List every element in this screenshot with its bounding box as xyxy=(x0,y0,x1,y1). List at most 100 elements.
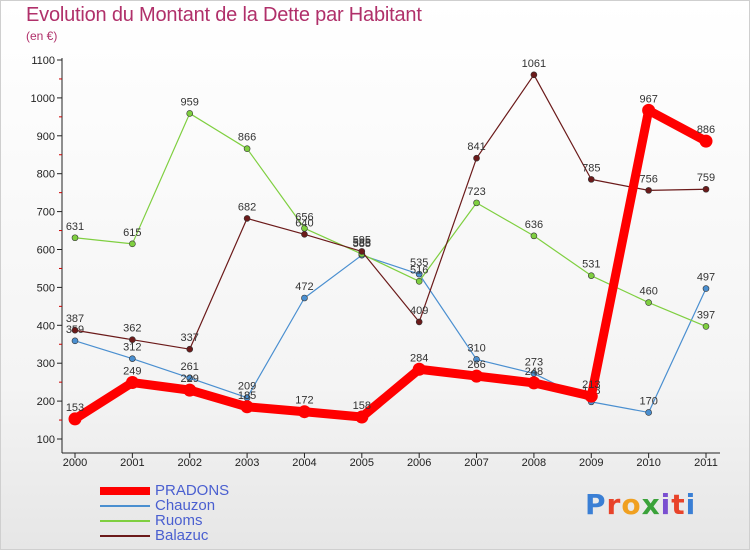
data-label-balazuc: 1061 xyxy=(522,58,546,70)
data-label-balazuc: 595 xyxy=(353,234,371,246)
data-label-pradons: 153 xyxy=(66,402,84,414)
data-point-pradons xyxy=(584,389,598,403)
logo-letter: x xyxy=(641,488,661,521)
data-point-pradons xyxy=(412,362,426,376)
data-label-balazuc: 640 xyxy=(295,217,313,229)
y-tick-label: 200 xyxy=(37,396,55,408)
series-line-pradons xyxy=(72,105,709,423)
chart-subtitle: (en €) xyxy=(26,29,58,43)
data-point-pradons xyxy=(355,410,369,424)
series-line-balazuc xyxy=(74,74,707,350)
data-label-ruoms: 636 xyxy=(525,219,543,231)
legend-label: PRADONS xyxy=(155,482,230,499)
data-point-pradons xyxy=(527,376,541,390)
data-point-ruoms xyxy=(530,232,538,240)
y-tick-label: 1000 xyxy=(31,93,55,105)
data-point-balazuc xyxy=(129,336,136,344)
y-tick-label: 100 xyxy=(37,434,55,446)
data-point-ruoms xyxy=(129,240,136,248)
y-tick-label: 800 xyxy=(37,169,55,181)
data-point-pradons xyxy=(470,369,484,383)
data-label-balazuc: 785 xyxy=(582,162,600,174)
data-point-pradons xyxy=(642,103,656,117)
data-point-balazuc xyxy=(301,231,308,238)
series-line-chauzon xyxy=(74,254,707,414)
x-tick-label: 2011 xyxy=(694,457,718,469)
legend-swatch xyxy=(100,505,150,507)
legend-label: Balazuc xyxy=(155,527,209,544)
data-point-pradons xyxy=(68,412,82,426)
data-label-pradons: 284 xyxy=(410,352,428,364)
data-point-balazuc xyxy=(71,326,79,334)
data-label-chauzon: 472 xyxy=(295,281,313,293)
data-label-balazuc: 362 xyxy=(123,323,141,335)
y-tick-label: 900 xyxy=(37,131,55,143)
chart-title: Evolution du Montant de la Dette par Hab… xyxy=(26,4,422,26)
data-label-ruoms: 531 xyxy=(582,259,600,271)
y-tick-label: 600 xyxy=(37,245,55,257)
data-label-pradons: 158 xyxy=(353,400,371,412)
data-point-chauzon xyxy=(645,409,652,416)
series-line-ruoms xyxy=(74,112,707,327)
data-point-chauzon xyxy=(301,294,308,302)
data-point-balazuc xyxy=(530,71,538,79)
data-label-ruoms: 959 xyxy=(181,96,199,108)
data-point-chauzon xyxy=(415,270,423,278)
logo-letter: t xyxy=(671,488,686,521)
x-tick-label: 2000 xyxy=(63,457,87,469)
data-label-chauzon: 261 xyxy=(181,361,199,373)
legend-label: Chauzon xyxy=(155,497,216,514)
data-label-ruoms: 866 xyxy=(238,132,256,144)
data-point-chauzon xyxy=(129,355,136,362)
x-tick-label: 2004 xyxy=(292,457,316,469)
data-label-ruoms: 516 xyxy=(410,264,428,276)
data-label-pradons: 172 xyxy=(295,395,313,407)
x-tick-label: 2001 xyxy=(120,457,144,469)
logo-letter: o xyxy=(621,488,642,521)
data-label-chauzon: 585 xyxy=(353,238,371,250)
data-label-pradons: 266 xyxy=(467,359,485,371)
data-label-chauzon: 312 xyxy=(123,342,141,354)
data-label-balazuc: 756 xyxy=(639,173,657,185)
data-point-ruoms xyxy=(243,145,251,152)
y-tick-label: 300 xyxy=(37,358,55,370)
data-label-pradons: 229 xyxy=(181,373,199,385)
data-label-chauzon: 535 xyxy=(410,257,428,269)
data-point-pradons xyxy=(240,400,254,414)
data-point-balazuc xyxy=(186,345,194,353)
legend-swatch xyxy=(100,487,150,495)
data-label-balazuc: 337 xyxy=(181,332,199,344)
data-point-pradons xyxy=(699,134,713,148)
data-label-balazuc: 409 xyxy=(410,305,428,317)
data-point-ruoms xyxy=(702,323,710,330)
x-tick-label: 2008 xyxy=(522,457,546,469)
proxiti-logo: Proxiti xyxy=(585,488,696,521)
x-tick-label: 2002 xyxy=(177,457,201,469)
x-tick-label: 2007 xyxy=(464,457,488,469)
data-label-ruoms: 460 xyxy=(639,286,657,298)
logo-letter: P xyxy=(585,488,607,521)
data-point-ruoms xyxy=(473,199,480,207)
x-tick-label: 2006 xyxy=(407,457,431,469)
data-point-ruoms xyxy=(186,110,194,117)
data-point-pradons xyxy=(125,376,139,390)
data-label-pradons: 249 xyxy=(123,366,141,378)
data-label-ruoms: 397 xyxy=(697,309,715,321)
logo-letter: i xyxy=(660,488,672,521)
data-label-balazuc: 387 xyxy=(66,313,84,325)
data-label-pradons: 248 xyxy=(525,366,543,378)
data-label-pradons: 967 xyxy=(639,93,657,105)
data-label-chauzon: 273 xyxy=(525,356,543,368)
data-point-ruoms xyxy=(71,234,79,242)
data-label-chauzon: 170 xyxy=(639,395,657,407)
legend-swatch xyxy=(100,535,150,537)
data-label-balazuc: 682 xyxy=(238,201,256,213)
data-point-ruoms xyxy=(645,299,652,306)
data-point-chauzon xyxy=(71,337,79,345)
x-tick-label: 2003 xyxy=(235,457,259,469)
legend-swatch xyxy=(100,520,150,522)
y-tick-label: 1100 xyxy=(31,55,55,67)
x-tick-label: 2005 xyxy=(350,457,374,469)
